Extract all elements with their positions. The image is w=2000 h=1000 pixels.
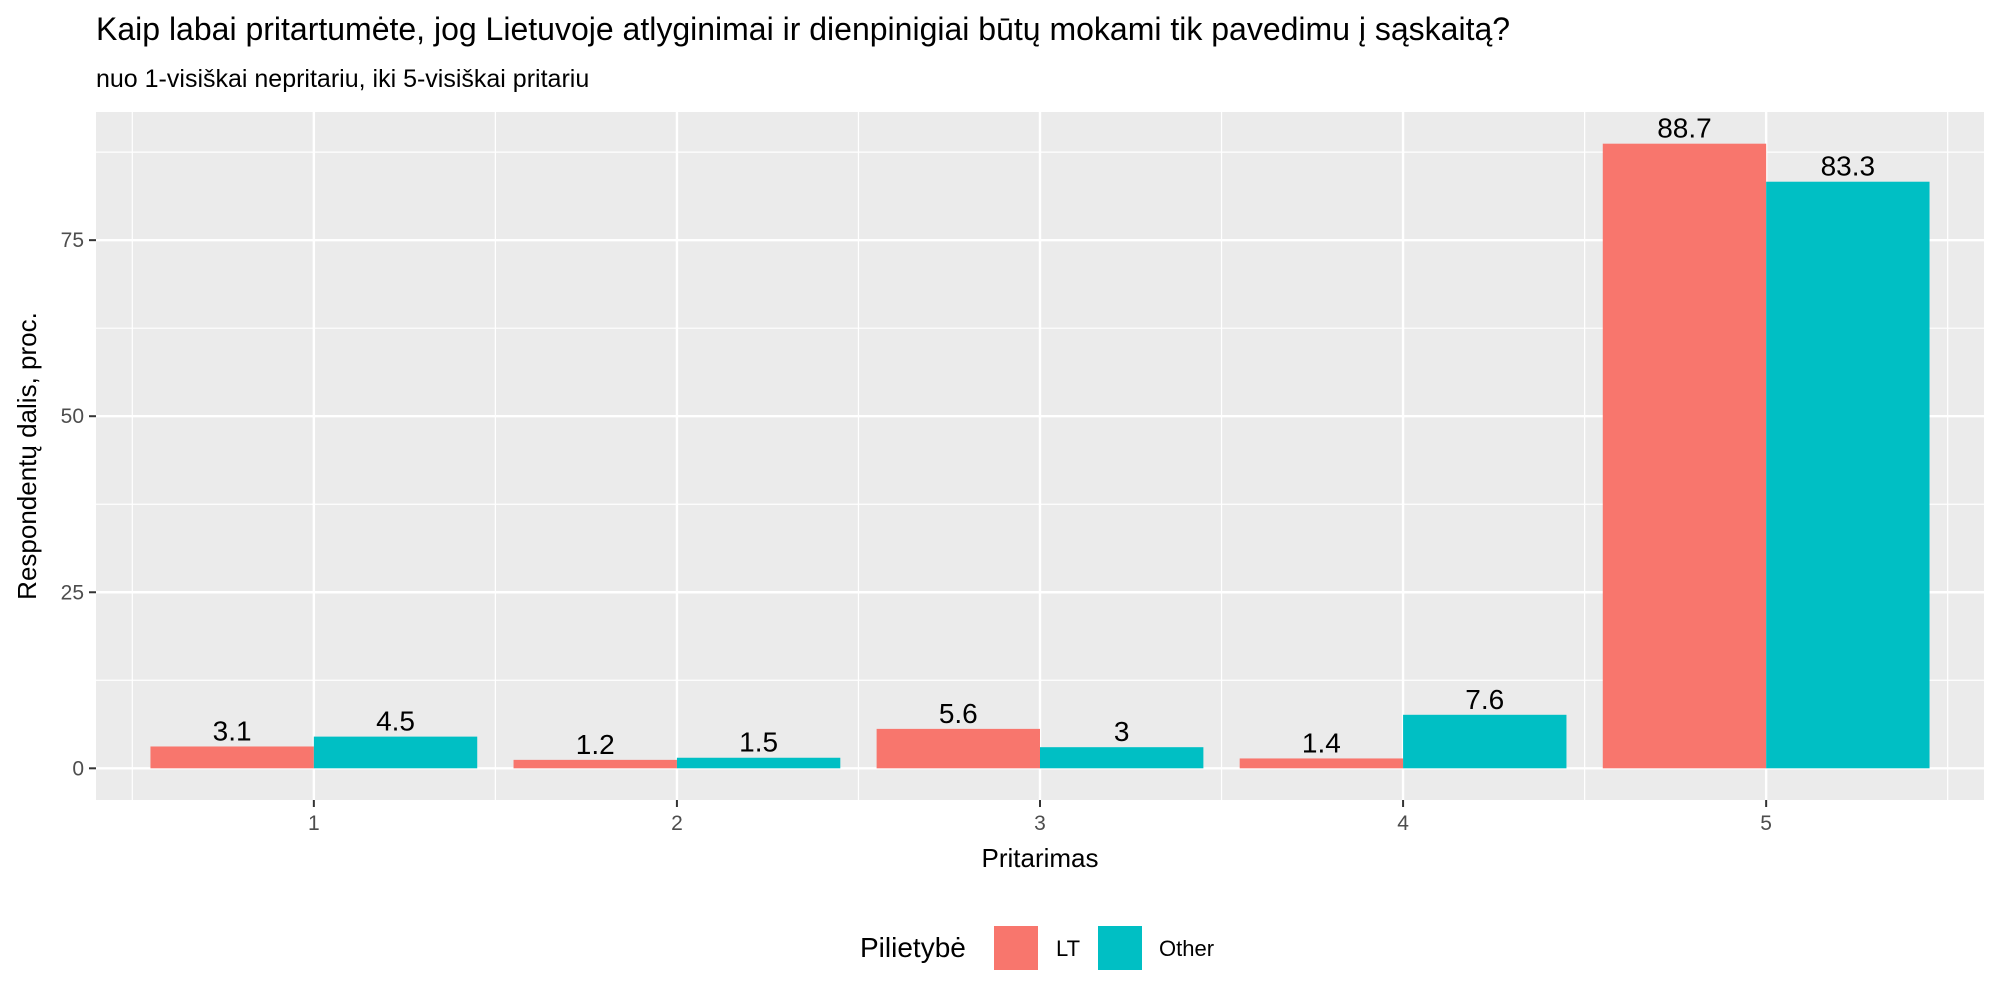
- data-label: 7.6: [1465, 684, 1504, 715]
- x-tick-label: 5: [1760, 812, 1772, 835]
- data-label: 3: [1114, 716, 1130, 747]
- bar-other-3: [1040, 747, 1204, 769]
- data-labels: 3.1 1.2 5.6 1.4 88.7 4.5 1.5 3 7.6 83.3: [213, 113, 1875, 760]
- bar-other-4: [1403, 714, 1567, 769]
- bar-lt-2: [513, 759, 677, 769]
- legend-items: LT Other: [994, 926, 1214, 970]
- chart-subtitle: nuo 1-visiškai nepritariu, iki 5-visiška…: [96, 65, 589, 93]
- y-tick-label: 50: [61, 405, 84, 428]
- legend: Pilietybė LT Other: [860, 926, 1214, 970]
- bar-lt-1: [150, 746, 314, 769]
- x-axis-title: Pritarimas: [981, 843, 1098, 873]
- bar-other-2: [676, 757, 841, 769]
- data-label: 1.4: [1302, 727, 1341, 758]
- y-tick-label: 75: [61, 229, 84, 252]
- legend-label-other: Other: [1159, 936, 1214, 961]
- data-label: 1.5: [739, 727, 778, 758]
- x-tick-label: 1: [308, 812, 320, 835]
- axes: 0 25 50 75 1 2 3 4 5: [61, 229, 1772, 835]
- legend-title: Pilietybė: [860, 932, 966, 963]
- legend-key-other: [1098, 926, 1142, 970]
- bar-lt-5: [1602, 143, 1767, 769]
- bar-other-1: [313, 736, 478, 769]
- bar-other-5: [1766, 181, 1930, 769]
- data-label: 4.5: [376, 706, 415, 737]
- x-tick-label: 2: [671, 812, 683, 835]
- legend-label-lt: LT: [1056, 936, 1080, 961]
- y-tick-label: 25: [61, 581, 84, 604]
- chart-title: Kaip labai pritartumėte, jog Lietuvoje a…: [96, 11, 1510, 47]
- x-tick-label: 4: [1397, 812, 1409, 835]
- bar-lt-4: [1239, 758, 1404, 769]
- data-label: 3.1: [213, 715, 252, 746]
- bar-lt-3: [876, 728, 1040, 769]
- legend-key-lt: [994, 926, 1038, 970]
- y-axis-title: Respondentų dalis, proc.: [12, 312, 42, 600]
- data-label: 5.6: [939, 698, 978, 729]
- y-tick-label: 0: [72, 757, 84, 780]
- data-label: 83.3: [1821, 151, 1876, 182]
- bars: [150, 143, 1930, 769]
- data-label: 88.7: [1657, 113, 1712, 144]
- x-tick-label: 3: [1034, 812, 1046, 835]
- data-label: 1.2: [576, 729, 615, 760]
